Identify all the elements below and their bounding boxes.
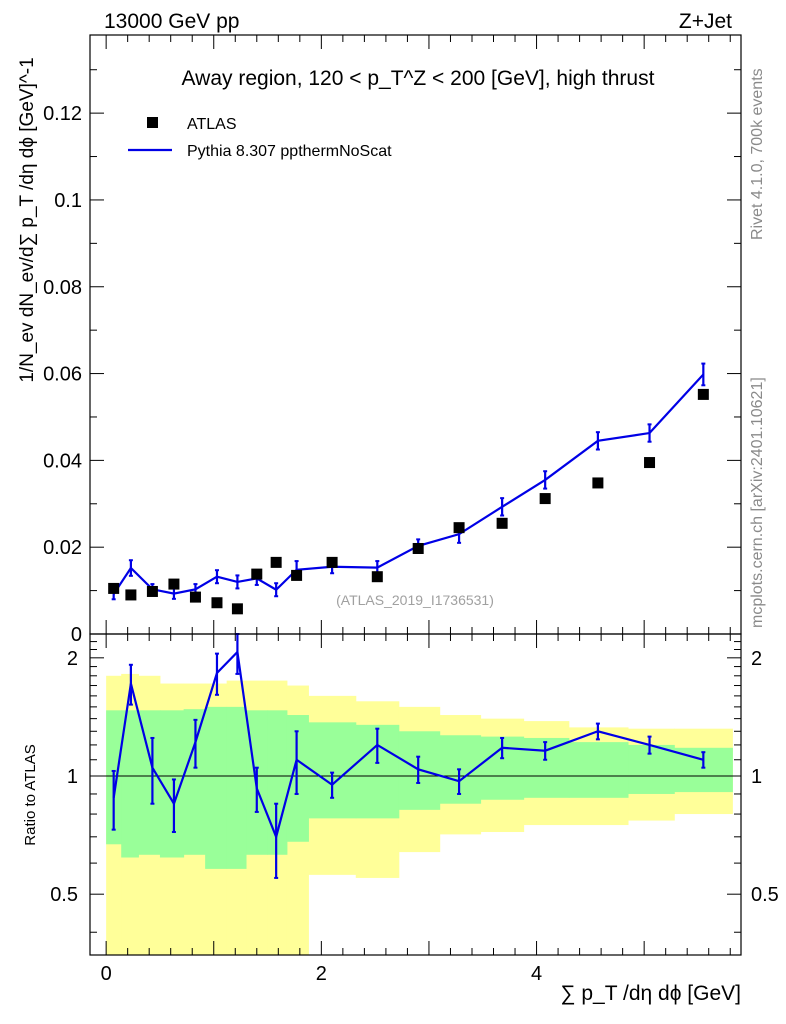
x-tick-label: 2 <box>316 963 327 985</box>
ratio-data <box>111 633 706 879</box>
atlas-data-point <box>108 582 120 594</box>
legend-mc-label: Pythia 8.307 ppthermNoScat <box>187 143 392 160</box>
atlas-data-point <box>453 522 465 534</box>
legend-data-label: ATLAS <box>187 116 237 133</box>
ratio-band-green <box>183 709 206 855</box>
atlas-data-point <box>326 556 338 568</box>
ratio-band-green <box>267 710 288 855</box>
x-tick-label: 4 <box>531 963 542 985</box>
rivet-label: Rivet 4.1.0, 700k events <box>749 68 766 240</box>
mc-series-line <box>112 373 705 595</box>
ratio-band-green <box>205 706 228 869</box>
ratio-band-green <box>523 737 570 798</box>
ratio-tick-label: 1 <box>751 766 762 788</box>
ratio-band-green <box>628 744 675 794</box>
energy-label: 13000 GeV pp <box>104 10 239 33</box>
atlas-data-point <box>644 457 656 469</box>
atlas-data-point <box>146 585 158 597</box>
legend: ATLAS Pythia 8.307 ppthermNoScat <box>128 116 392 160</box>
y-tick-label: 0.1 <box>54 190 82 212</box>
ratio-band-green <box>568 742 629 798</box>
atlas-data-point <box>371 571 383 583</box>
ratio-tick-label: 1 <box>67 766 78 788</box>
atlas-data-point <box>412 542 424 554</box>
atlas-data-point <box>496 517 508 529</box>
ratio-plot-frame <box>89 633 742 956</box>
ratio-plot: 0 2 4 0.5 0.5 1 1 2 2 Ratio to ATLAS ∑ p_T /dη d… <box>22 633 779 1005</box>
ratio-uncertainty-bands <box>106 673 733 955</box>
y-tick-label: 0.08 <box>43 277 82 299</box>
y-axis-label: 1/N_ev dN_ev/d∑ p_T /dη dϕ [GeV]^-1 <box>17 57 38 382</box>
atlas-data-point <box>231 603 243 615</box>
y-tick-label: 0.04 <box>43 450 82 472</box>
legend-data-marker <box>147 117 158 128</box>
atlas-data-point <box>270 556 282 568</box>
atlas-data-point <box>251 568 263 580</box>
ratio-axis-ticks: 0 2 4 0.5 0.5 1 1 2 2 <box>50 634 779 985</box>
atlas-data-point <box>697 388 709 400</box>
ratio-band-green <box>121 710 139 858</box>
ratio-y-label: Ratio to ATLAS <box>22 744 39 845</box>
atlas-data-point <box>125 589 137 601</box>
ratio-tick-label: 0.5 <box>751 884 779 906</box>
atlas-data-point <box>189 591 201 603</box>
x-tick-label: 0 <box>101 963 112 985</box>
main-data <box>108 362 709 615</box>
x-axis-label: ∑ p_T /dη dϕ [GeV] <box>561 982 741 1005</box>
process-label: Z+Jet <box>679 10 732 33</box>
atlas-data-point <box>211 597 223 609</box>
y-tick-label: 0.12 <box>43 103 82 125</box>
ratio-tick-label: 2 <box>67 648 78 670</box>
plot-title: Away region, 120 < p_T^Z < 200 [GeV], hi… <box>182 67 655 90</box>
main-plot: 0 0.02 0.04 0.06 0.08 0.1 0.12 Away region, 12… <box>17 34 742 646</box>
ratio-tick-label: 2 <box>751 648 762 670</box>
y-tick-label: 0.02 <box>43 537 82 559</box>
atlas-data-point <box>291 569 303 581</box>
ratio-band-green <box>138 710 161 855</box>
ratio-tick-label: 0.5 <box>50 884 78 906</box>
atlas-data-point <box>592 477 604 489</box>
analysis-id: (ATLAS_2019_I1736531) <box>336 592 494 608</box>
ratio-band-green <box>226 706 247 869</box>
y-tick-label: 0 <box>71 624 82 646</box>
atlas-data-point <box>168 578 180 590</box>
y-tick-label: 0.06 <box>43 364 82 386</box>
ratio-band-green <box>286 715 309 842</box>
main-axis-ticks: 0 0.02 0.04 0.06 0.08 0.1 0.12 <box>43 35 741 646</box>
atlas-data-point <box>539 493 551 505</box>
mcplots-label: mcplots.cern.ch [arXiv:2401.10621] <box>749 377 766 628</box>
